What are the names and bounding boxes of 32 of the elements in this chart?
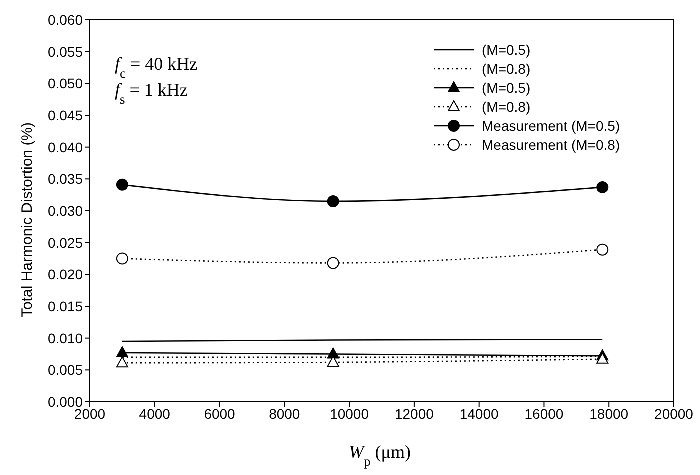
y-tick-label: 0.050 [48,76,84,92]
annotation: f$_{s}$ = 1 kHz [115,80,188,106]
x-tick-label: 18000 [590,406,629,422]
y-axis-title: Total Harmonic Distortion (%) [19,122,36,318]
legend-label: (M=0.8) [482,99,531,115]
y-tick-label: 0.040 [48,139,84,156]
y-tick-label: 0.060 [48,12,84,28]
x-tick-label: 14000 [460,406,500,422]
x-tick-label: 20000 [654,406,694,422]
x-tick-label: 8000 [269,406,300,422]
y-tick-label: 0.015 [48,298,84,314]
legend-label: Measurement (M=0.5) [482,118,620,134]
y-tick-label: 0.035 [48,171,84,188]
legend-label: Measurement (M=0.8) [482,137,620,153]
y-tick-label: 0.055 [48,44,84,60]
x-axis-title: W$_{p}$ (μm) [349,442,411,468]
legend-label: (M=0.5) [482,80,531,96]
y-tick-label: 0.020 [48,266,84,283]
y-tick-label: 0.005 [48,362,84,378]
y-tick-label: 0.045 [48,107,84,124]
x-tick-label: 4000 [139,406,171,422]
annotation: f$_{c}$ = 40 kHz [115,54,198,80]
y-tick-label: 0.030 [48,202,84,219]
legend-label: (M=0.8) [482,61,531,77]
x-tick-label: 12000 [394,406,434,422]
y-tick-label: 0.025 [48,234,84,251]
x-tick-label: 16000 [524,406,564,422]
y-tick-label: 0.010 [48,330,84,346]
x-tick-label: 10000 [330,406,370,422]
legend-label: (M=0.5) [482,42,531,58]
y-tick-label: 0.000 [48,394,84,410]
x-tick-label: 6000 [204,406,236,422]
